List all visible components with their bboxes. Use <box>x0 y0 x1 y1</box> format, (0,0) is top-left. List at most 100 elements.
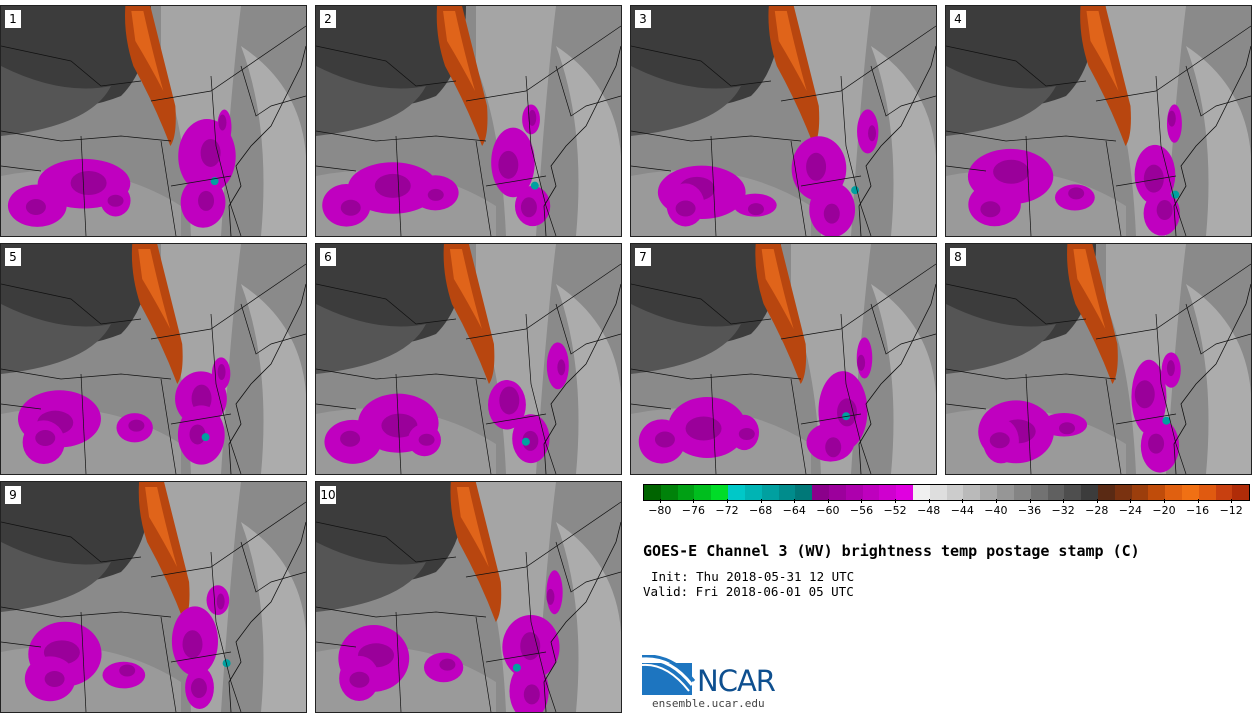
water-vapor-map <box>316 482 621 712</box>
colorbar-segment <box>1081 485 1098 500</box>
colorbar-tick-label: −76 <box>681 504 706 517</box>
postage-stamp-panel: 4 <box>945 5 1252 237</box>
colorbar-segment <box>1047 485 1065 500</box>
colorbar-tick-labels: −80 −76 −72 −68 −64 −60 −56 −52 −48 −44 −40 −36 −32−… <box>643 504 1248 520</box>
ncar-logo-block <box>642 663 692 695</box>
colorbar-tick-mark <box>1231 499 1233 503</box>
postage-stamp-panel: 1 <box>0 5 307 237</box>
site-url: ensemble.ucar.edu <box>652 697 765 710</box>
water-vapor-map <box>1 6 306 236</box>
postage-stamp-panel: 2 <box>315 5 622 237</box>
colorbar-segment <box>1198 485 1216 500</box>
water-vapor-map <box>1 482 306 712</box>
colorbar-tick-mark <box>760 499 762 503</box>
member-number-label: 3 <box>635 10 651 28</box>
colorbar-tick-mark <box>794 499 796 503</box>
colorbar-tick-mark <box>1029 499 1031 503</box>
member-number-label: 2 <box>320 10 336 28</box>
colorbar-segment <box>1232 485 1250 500</box>
member-number-label: 8 <box>950 248 966 266</box>
colorbar-segment <box>1064 485 1082 500</box>
postage-stamp-panel: 3 <box>630 5 937 237</box>
colorbar-segment <box>761 485 779 500</box>
colorbar-segment <box>744 485 762 500</box>
colorbar-tick-mark <box>727 499 729 503</box>
colorbar-tick-label: −20 <box>1152 504 1176 517</box>
member-number-label: 4 <box>950 10 966 28</box>
ncar-logo <box>642 655 696 695</box>
figure-title: GOES-E Channel 3 (WV) brightness temp po… <box>643 542 1140 560</box>
colorbar-tick-label: −52 <box>883 504 907 517</box>
water-vapor-map <box>946 244 1251 474</box>
colorbar-tick-label: −12 <box>1219 504 1243 517</box>
colorbar-tick-mark <box>1197 499 1199 503</box>
colorbar-segment <box>795 485 813 500</box>
colorbar-segment <box>997 485 1014 500</box>
member-number-label: 6 <box>320 248 336 266</box>
colorbar-segment <box>1013 485 1031 500</box>
colorbar-segment <box>845 485 863 500</box>
member-number-label: 1 <box>5 10 21 28</box>
colorbar-segment <box>644 485 661 500</box>
colorbar-tick-label: −80 <box>648 504 672 517</box>
colorbar-tick-marks <box>643 499 1248 503</box>
colorbar-tick-mark <box>861 499 863 503</box>
postage-stamp-panel: 9 <box>0 481 307 713</box>
colorbar-segment <box>1148 485 1166 500</box>
colorbar-tick-mark <box>928 499 930 503</box>
colorbar-segment <box>1097 485 1115 500</box>
colorbar-segment <box>728 485 745 500</box>
colorbar-segment <box>862 485 880 500</box>
valid-time: Valid: Fri 2018-06-01 05 UTC <box>643 584 854 599</box>
colorbar-tick-label: −32 <box>1051 504 1075 517</box>
colorbar-tick-mark <box>1096 499 1098 503</box>
colorbar-tick-label: −56 <box>849 504 874 517</box>
colorbar-segment <box>1030 485 1048 500</box>
postage-stamp-panel: 7 <box>630 243 937 475</box>
colorbar-tick-label: −16 <box>1185 504 1210 517</box>
postage-stamp-panel: 10 <box>315 481 622 713</box>
colorbar-segment <box>980 485 998 500</box>
postage-stamp-panel: 6 <box>315 243 622 475</box>
colorbar-segment <box>828 485 846 500</box>
colorbar-segment <box>1215 485 1233 500</box>
colorbar-tick-label: −64 <box>782 504 806 517</box>
colorbar-segment <box>1165 485 1182 500</box>
colorbar-tick-mark <box>693 499 695 503</box>
water-vapor-map <box>631 6 936 236</box>
colorbar-tick-label: −68 <box>749 504 773 517</box>
colorbar-segment <box>812 485 829 500</box>
colorbar-segment <box>929 485 947 500</box>
colorbar-tick-mark <box>895 499 897 503</box>
colorbar-tick-mark <box>1063 499 1065 503</box>
member-number-label: 7 <box>635 248 651 266</box>
colorbar-segment <box>711 485 729 500</box>
colorbar-segment <box>778 485 796 500</box>
colorbar-tick-label: −36 <box>1017 504 1042 517</box>
colorbar-tick-label: −40 <box>984 504 1008 517</box>
water-vapor-map <box>946 6 1251 236</box>
init-time: Init: Thu 2018-05-31 12 UTC <box>651 569 855 584</box>
colorbar-tick-mark <box>962 499 964 503</box>
colorbar-tick-label: −24 <box>1118 504 1142 517</box>
colorbar <box>643 484 1250 501</box>
colorbar-segment <box>963 485 981 500</box>
water-vapor-map <box>631 244 936 474</box>
ncar-logo-text: NCAR <box>697 664 776 698</box>
colorbar-segment <box>879 485 897 500</box>
postage-stamp-panel: 5 <box>0 243 307 475</box>
colorbar-tick-label: −44 <box>950 504 974 517</box>
colorbar-tick-mark <box>1163 499 1165 503</box>
postage-stamp-panel: 8 <box>945 243 1252 475</box>
colorbar-segment <box>1114 485 1132 500</box>
colorbar-tick-mark <box>827 499 829 503</box>
colorbar-tick-label: −60 <box>816 504 840 517</box>
colorbar-segment <box>896 485 913 500</box>
water-vapor-map <box>1 244 306 474</box>
colorbar-segment <box>694 485 712 500</box>
colorbar-tick-mark <box>659 499 661 503</box>
colorbar-segment <box>677 485 695 500</box>
colorbar-segment <box>1182 485 1199 500</box>
water-vapor-map <box>316 244 621 474</box>
colorbar-segment <box>946 485 964 500</box>
